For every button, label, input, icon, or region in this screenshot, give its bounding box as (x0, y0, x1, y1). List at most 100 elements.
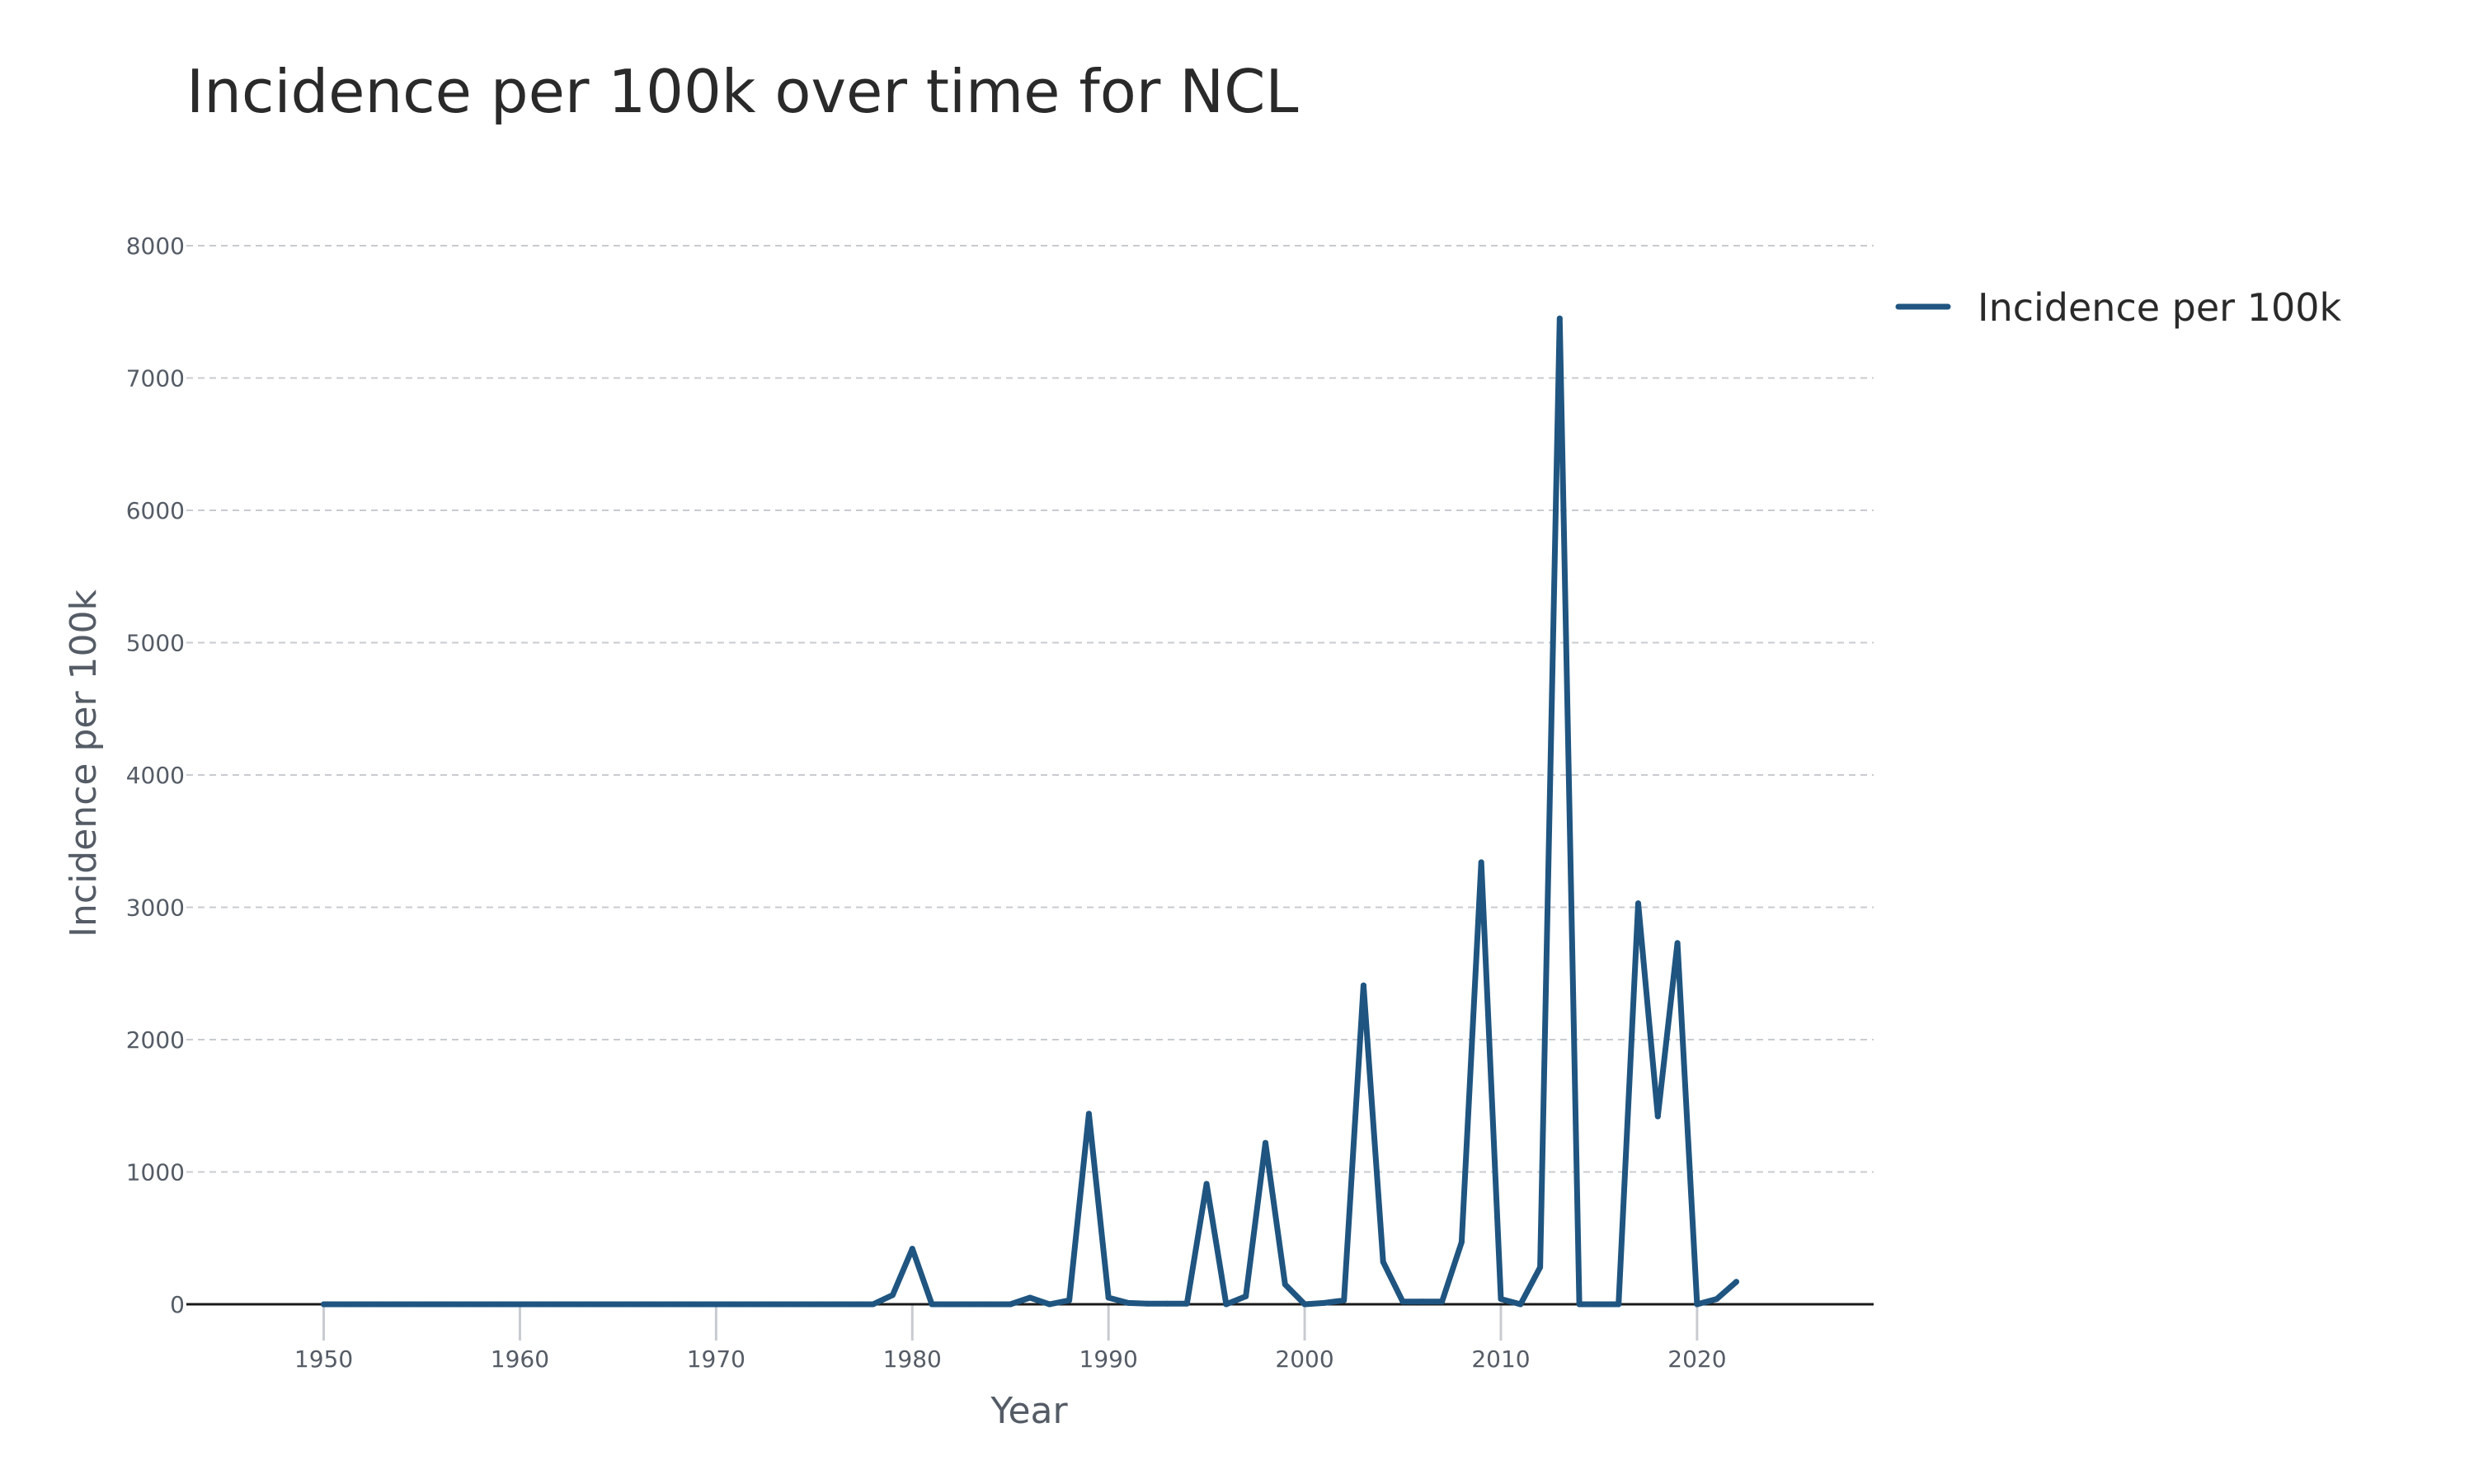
data-point (909, 1246, 915, 1252)
data-point (811, 1301, 817, 1308)
data-point (732, 1301, 739, 1308)
data-point (458, 1301, 464, 1308)
x-axis-title: Year (990, 1390, 1068, 1432)
data-point (477, 1301, 484, 1308)
y-tick-label: 2000 (126, 1026, 185, 1054)
y-tick-label: 3000 (126, 895, 185, 922)
data-point (1203, 1181, 1210, 1187)
data-point (1027, 1294, 1033, 1301)
chart-title: Incidence per 100k over time for NCL (186, 57, 1299, 126)
data-point (1145, 1300, 1151, 1307)
data-point (1537, 1264, 1544, 1270)
data-point (1164, 1300, 1171, 1307)
y-tick-label: 4000 (126, 762, 185, 789)
y-tick-label: 8000 (126, 232, 185, 260)
data-point (536, 1301, 543, 1308)
data-point (1262, 1139, 1268, 1146)
data-point (830, 1301, 837, 1308)
data-point (1635, 900, 1642, 907)
data-point (1105, 1294, 1112, 1301)
data-point (595, 1301, 602, 1308)
y-tick-label: 5000 (126, 630, 185, 657)
data-point (1478, 859, 1484, 866)
legend-label: Incidence per 100k (1978, 285, 2341, 330)
data-point (1223, 1301, 1230, 1308)
data-point (1419, 1298, 1426, 1305)
data-point (1341, 1297, 1348, 1303)
y-tick-label: 0 (170, 1291, 185, 1318)
data-point (792, 1301, 798, 1308)
x-tick-label: 1980 (883, 1345, 942, 1373)
x-tick-label: 1990 (1079, 1345, 1138, 1373)
data-point (1674, 940, 1681, 946)
data-point (1694, 1301, 1700, 1308)
y-tick-label: 6000 (126, 497, 185, 524)
data-point (634, 1301, 641, 1308)
data-point (497, 1301, 504, 1308)
data-point (1047, 1301, 1053, 1308)
data-point (1733, 1279, 1739, 1285)
data-point (1458, 1239, 1465, 1246)
data-point (1282, 1281, 1288, 1288)
grid-lines (186, 245, 1874, 1173)
data-point (929, 1301, 935, 1308)
data-point (1576, 1301, 1583, 1308)
data-point (399, 1301, 406, 1308)
x-tick-label: 2010 (1471, 1345, 1530, 1373)
data-point (889, 1292, 896, 1298)
x-tick-label: 1960 (491, 1345, 549, 1373)
data-point (1125, 1299, 1131, 1306)
x-axis-ticks: 1950 1960 1970 1980 1990 2000 2010 2020 (294, 1304, 1727, 1373)
data-point (870, 1301, 877, 1308)
data-point (654, 1301, 661, 1308)
data-point (379, 1301, 386, 1308)
data-point (340, 1301, 346, 1308)
data-point (968, 1301, 975, 1308)
data-point (1243, 1293, 1249, 1299)
data-point (576, 1301, 582, 1308)
data-point (516, 1301, 523, 1308)
data-point (850, 1301, 857, 1308)
data-point (1301, 1301, 1308, 1308)
data-point (418, 1301, 425, 1308)
data-point (752, 1301, 759, 1308)
data-point (772, 1301, 778, 1308)
data-point (948, 1301, 955, 1308)
data-point (1517, 1301, 1524, 1308)
x-tick-label: 2000 (1275, 1345, 1333, 1373)
data-point (1616, 1301, 1622, 1308)
data-point (987, 1301, 994, 1308)
series-group (321, 315, 1739, 1308)
data-point (1380, 1259, 1386, 1266)
data-point (438, 1301, 444, 1308)
data-point (1007, 1301, 1014, 1308)
legend[interactable]: Incidence per 100k (1895, 285, 2341, 330)
data-point (1360, 982, 1366, 989)
data-point (694, 1301, 700, 1308)
x-tick-label: 2020 (1667, 1345, 1726, 1373)
data-point (1596, 1301, 1602, 1308)
data-point (1714, 1296, 1720, 1303)
data-point (360, 1301, 366, 1308)
data-point (614, 1301, 621, 1308)
x-tick-label: 1950 (294, 1345, 353, 1373)
y-axis-ticks: 0 1000 2000 3000 4000 5000 6000 7000 8000 (126, 232, 185, 1318)
data-point (1183, 1300, 1190, 1307)
data-point (1085, 1111, 1092, 1117)
data-point (1556, 315, 1563, 322)
data-point (1654, 1113, 1661, 1120)
data-point (1321, 1299, 1328, 1306)
data-point (1399, 1298, 1406, 1305)
y-tick-label: 1000 (126, 1159, 185, 1186)
y-tick-label: 7000 (126, 365, 185, 392)
x-tick-label: 1970 (687, 1345, 745, 1373)
data-point (321, 1301, 327, 1308)
data-point (1439, 1298, 1446, 1305)
data-point (674, 1301, 680, 1308)
y-axis-title: Incidence per 100k (63, 589, 105, 937)
data-point (1498, 1296, 1504, 1303)
data-point (713, 1301, 719, 1308)
data-point (556, 1301, 562, 1308)
series-line-incidence (321, 315, 1739, 1308)
